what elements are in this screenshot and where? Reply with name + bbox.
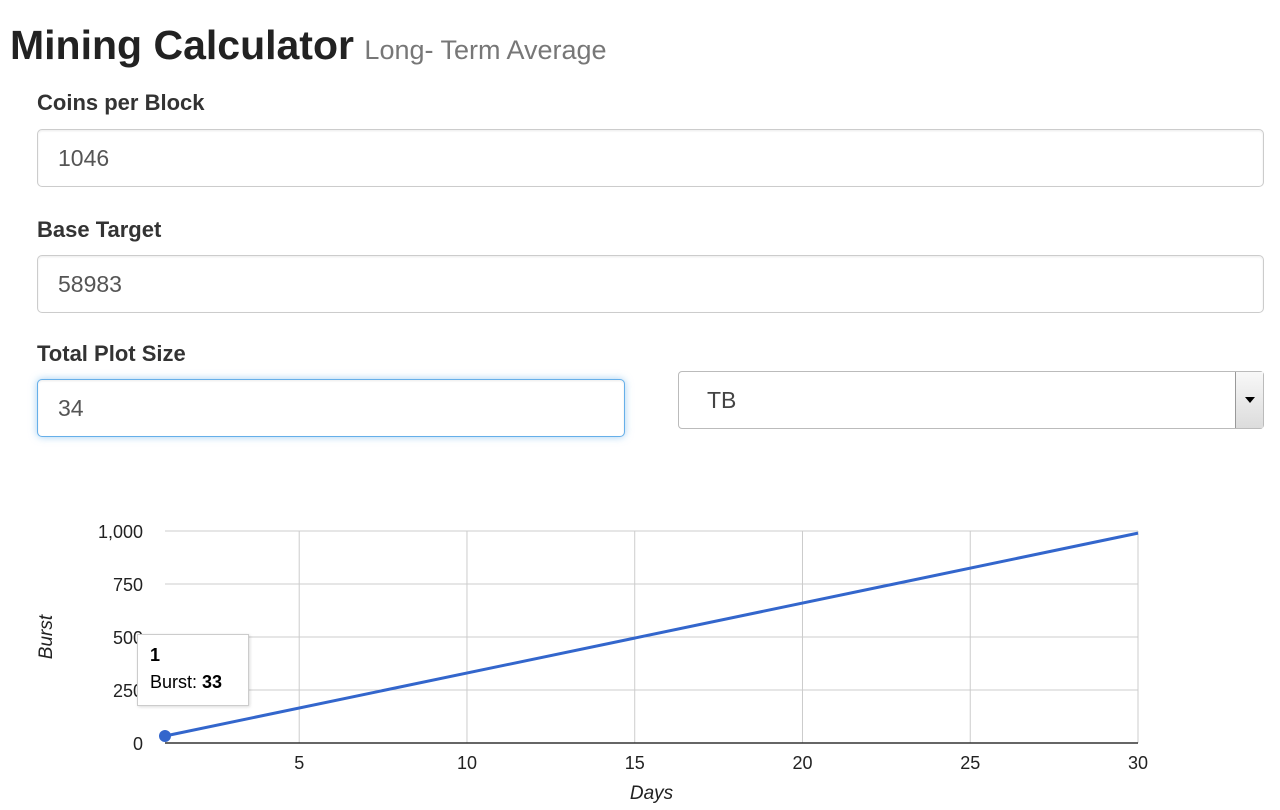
y-tick-label: 250 xyxy=(113,681,143,701)
chart-tooltip: 1 Burst: 33 xyxy=(137,634,249,706)
page-header: Mining Calculator Long- Term Average xyxy=(10,22,607,69)
tooltip-title: 1 xyxy=(150,645,161,665)
tooltip-value: 33 xyxy=(202,672,223,692)
total-plot-size-input[interactable] xyxy=(37,379,625,437)
y-tick-label: 0 xyxy=(133,734,143,754)
unit-select-value: TB xyxy=(707,387,737,413)
y-axis-title: Burst xyxy=(36,614,57,659)
page-subtitle: Long- Term Average xyxy=(364,35,607,65)
chart-grid xyxy=(165,530,1139,743)
data-point xyxy=(159,730,171,743)
x-tick-label: 20 xyxy=(792,753,812,773)
tooltip-line: Burst: 33 xyxy=(150,672,236,693)
x-tick-label: 10 xyxy=(457,753,477,773)
y-tick-label: 750 xyxy=(113,575,143,595)
y-tick-label: 1,000 xyxy=(98,522,143,542)
series-line xyxy=(164,531,1139,738)
x-axis-title: Days xyxy=(630,783,674,804)
tooltip-label: Burst: xyxy=(150,672,198,692)
plot-size-unit-select[interactable]: TB xyxy=(678,371,1264,429)
coins-per-block-input[interactable] xyxy=(37,129,1264,187)
total-plot-size-label: Total Plot Size xyxy=(37,341,186,366)
chart-series xyxy=(159,531,1139,743)
triangle-down-icon[interactable] xyxy=(1235,372,1263,428)
page-title: Mining Calculator xyxy=(10,22,354,68)
y-tick-label: 500 xyxy=(113,628,143,648)
coins-per-block-label: Coins per Block xyxy=(37,90,205,115)
chart-tick-labels: 0 250 500 750 1,000 5 10 15 20 25 30 xyxy=(98,522,1148,773)
base-target-input[interactable] xyxy=(37,255,1264,313)
x-tick-label: 5 xyxy=(294,753,304,773)
x-tick-label: 25 xyxy=(960,753,980,773)
x-tick-label: 30 xyxy=(1128,753,1148,773)
x-tick-label: 15 xyxy=(625,753,645,773)
base-target-label: Base Target xyxy=(37,217,162,242)
